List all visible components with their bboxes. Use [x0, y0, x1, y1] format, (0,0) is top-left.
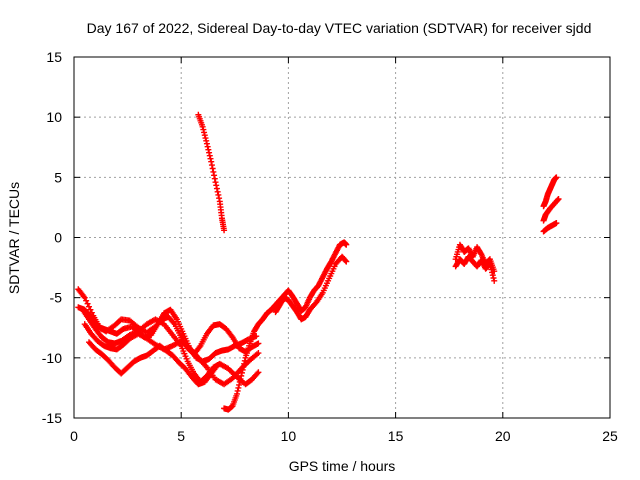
data-point: [236, 378, 243, 385]
data-point: [233, 390, 240, 397]
data-point: [234, 387, 241, 394]
x-tick-label: 15: [388, 428, 404, 444]
data-point: [342, 257, 349, 264]
y-axis-label: SDTVAR / TECUs: [6, 182, 22, 294]
data-point: [343, 258, 350, 265]
x-axis-label: GPS time / hours: [289, 458, 396, 474]
data-point: [83, 297, 90, 304]
data-point: [204, 143, 211, 150]
data-point: [221, 227, 228, 234]
data-point: [255, 350, 262, 357]
data-point: [254, 370, 261, 377]
data-point: [211, 172, 218, 179]
data-point: [210, 168, 217, 175]
data-point: [201, 132, 208, 139]
data-point: [487, 263, 494, 270]
series-arc-k: [540, 174, 560, 210]
series-arc-f: [221, 239, 350, 413]
plot-frame: [73, 56, 611, 419]
data-point: [255, 340, 262, 347]
data-point: [208, 162, 215, 169]
data-point: [236, 381, 243, 388]
y-tick-label: 5: [54, 169, 62, 185]
data-point: [213, 185, 220, 192]
axis-ticks: 0 5 10 15 20 25 -15 -10 -5 0 5 10 15: [42, 49, 618, 444]
series-arc-h: [195, 111, 228, 234]
data-point: [491, 277, 498, 284]
data-point: [205, 146, 212, 153]
data-point: [213, 182, 220, 189]
y-tick-label: -5: [50, 290, 63, 306]
data-point: [170, 319, 177, 326]
data-point: [240, 363, 247, 370]
data-point: [201, 129, 208, 136]
x-tick-label: 5: [177, 428, 185, 444]
data-point: [241, 360, 248, 367]
data-point: [209, 165, 216, 172]
x-tick-label: 20: [495, 428, 511, 444]
data-point: [208, 158, 215, 165]
data-point: [199, 123, 206, 130]
y-tick-label: -10: [42, 350, 62, 366]
data-point: [206, 152, 213, 159]
data-point: [238, 372, 245, 379]
y-tick-label: 0: [54, 230, 62, 246]
data-point: [486, 260, 493, 267]
data-point: [489, 272, 496, 279]
data-series: [75, 111, 562, 413]
data-point: [237, 375, 244, 382]
data-point: [215, 191, 222, 198]
x-tick-label: 25: [602, 428, 618, 444]
data-point: [203, 137, 210, 144]
series-arc-j: [452, 253, 498, 284]
series-arc-e: [86, 339, 221, 388]
series-arc-l: [540, 195, 562, 224]
x-tick-label: 10: [281, 428, 297, 444]
data-point: [206, 149, 213, 156]
data-point: [212, 179, 219, 186]
data-point: [343, 241, 350, 248]
data-point: [86, 303, 93, 310]
data-point: [214, 188, 221, 195]
data-point: [553, 174, 560, 181]
data-point: [553, 220, 560, 227]
series-arc-g: [272, 253, 350, 323]
data-point: [216, 195, 223, 202]
data-point: [554, 196, 561, 203]
data-point: [211, 175, 218, 182]
data-point: [207, 155, 214, 162]
x-tick-label: 0: [70, 428, 78, 444]
data-point: [200, 126, 207, 133]
chart-title: Day 167 of 2022, Sidereal Day-to-day VTE…: [87, 20, 592, 36]
data-point: [238, 369, 245, 376]
data-point: [214, 362, 221, 369]
data-point: [241, 357, 248, 364]
data-point: [490, 275, 497, 282]
data-point: [239, 366, 246, 373]
data-point: [555, 195, 562, 202]
data-point: [255, 369, 262, 376]
data-point: [235, 384, 242, 391]
data-point: [81, 294, 88, 301]
data-point: [488, 266, 495, 273]
y-tick-label: 15: [46, 49, 62, 65]
data-point: [87, 306, 94, 313]
y-tick-label: 10: [46, 109, 62, 125]
grid: [74, 57, 610, 418]
data-point: [489, 269, 496, 276]
data-point: [203, 140, 210, 147]
series-arc-m: [540, 220, 560, 235]
data-point: [253, 333, 260, 340]
y-tick-label: -15: [42, 410, 62, 426]
data-point: [202, 135, 209, 142]
data-point: [84, 300, 91, 307]
